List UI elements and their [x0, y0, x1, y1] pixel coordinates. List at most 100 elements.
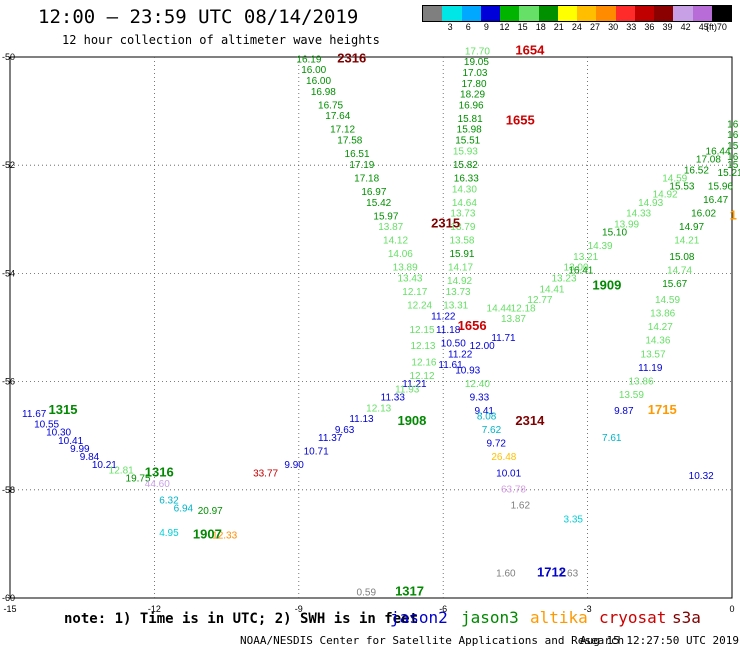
legend-jason2: jason2: [390, 608, 448, 627]
x-tick-label: -15: [3, 604, 16, 614]
wave-height-label: 15.96: [708, 182, 733, 193]
y-tick-label: -52: [2, 160, 15, 170]
wave-height-label: 15.51: [455, 136, 480, 147]
wave-height-label: 12.33: [212, 530, 237, 541]
wave-height-label: 10.41: [58, 436, 83, 447]
wave-height-label: 13.86: [629, 376, 654, 387]
wave-height-label: 11.13: [349, 414, 374, 425]
legend-tick-label: 27: [590, 22, 601, 32]
wave-height-label: 16: [727, 119, 739, 130]
wave-height-label: 9.72: [487, 439, 507, 450]
legend-swatch: [654, 6, 674, 21]
pass-time-marker: 1316: [145, 464, 174, 479]
wave-height-label: 14.36: [645, 336, 670, 347]
wave-height-label: 6.94: [174, 503, 194, 514]
wave-height-label: 8.08: [477, 411, 497, 422]
y-tick-label: -54: [2, 268, 15, 278]
wave-height-label: 0.59: [357, 587, 377, 598]
wave-height-label: 16.98: [311, 87, 336, 98]
legend-tick-label: 3: [447, 22, 453, 32]
wave-height-label: 13.86: [650, 309, 675, 320]
page-title: 12:00 — 23:59 UTC 08/14/2019: [38, 6, 359, 28]
wave-height-label: 14.92: [653, 190, 678, 201]
wave-height-label: 10.55: [34, 420, 59, 431]
pass-time-marker: 1317: [395, 583, 424, 598]
wave-height-label: 13.79: [450, 222, 475, 233]
x-tick-label: -3: [584, 604, 592, 614]
wave-height-label: 15.67: [662, 279, 687, 290]
wave-height-label: 16.02: [691, 209, 716, 220]
x-tick-label: -9: [295, 604, 303, 614]
pass-time-marker: 2315: [431, 215, 460, 230]
legend-swatch: [500, 6, 520, 21]
legend-swatch: [692, 6, 712, 21]
wave-height-label: 13.23: [552, 274, 577, 285]
wave-height-label: 12.16: [411, 357, 436, 368]
legend-swatch: [519, 6, 539, 21]
wave-height-label: 11.21: [402, 379, 427, 390]
wave-height-label: 12.13: [410, 341, 435, 352]
wave-height-label: 13.57: [641, 349, 666, 360]
wave-height-label: 11.71: [491, 333, 516, 344]
wave-height-label: 26.48: [491, 452, 516, 463]
wave-height-label: 14.30: [452, 184, 477, 195]
legend-jason3: jason3: [461, 608, 519, 627]
wave-height-label: 10.01: [496, 468, 521, 479]
wave-height-label: 13.58: [449, 236, 474, 247]
wave-height-label: 19.05: [464, 57, 489, 68]
wave-height-label: 15.82: [453, 160, 478, 171]
wave-height-label: 6.32: [159, 495, 179, 506]
wave-height-label: 10.21: [92, 460, 117, 471]
legend-tick-label: 30: [608, 22, 619, 32]
legend-tick-label: 42: [680, 22, 691, 32]
wave-height-label: 14.74: [667, 265, 692, 276]
wave-height-label: 10.71: [304, 447, 329, 458]
pass-time-marker: 1655: [506, 113, 535, 128]
pass-time-marker: 1715: [648, 402, 677, 417]
wave-height-label: 13.21: [573, 252, 598, 263]
wave-height-label: 16.51: [345, 149, 370, 160]
wave-height-label: 13.87: [378, 222, 403, 233]
wave-height-label: 12.00: [470, 341, 495, 352]
wave-height-label: 3.35: [564, 514, 584, 525]
wave-height-label: 9.87: [614, 406, 634, 417]
wave-height-label: 9.90: [284, 460, 304, 471]
legend-tick-label: 18: [535, 22, 546, 32]
legend-swatch: [673, 6, 693, 21]
legend-tick-label: 21: [553, 22, 564, 32]
wave-height-label: 11.33: [381, 393, 406, 404]
wave-height-label: 11.18: [436, 325, 461, 336]
wave-height-label: 16.00: [301, 65, 326, 76]
wave-height-label: 11.22: [431, 311, 456, 322]
wave-height-label: 1.62: [511, 501, 531, 512]
wave-height-label: 16.19: [296, 54, 321, 65]
wave-height-label: 12.13: [366, 403, 391, 414]
legend-tick-label: 70: [716, 22, 727, 32]
legend-tick-label: 36: [644, 22, 655, 32]
legend-swatch: [538, 6, 558, 21]
wave-height-label: 7.61: [602, 433, 622, 444]
legend-tick-label: 33: [626, 22, 637, 32]
wave-height-label: 15.21: [718, 168, 740, 179]
color-scale-legend: [422, 5, 732, 22]
wave-height-label: 17.70: [465, 46, 490, 57]
legend-unit: (ft): [706, 22, 717, 32]
pass-time-marker: 1908: [397, 413, 426, 428]
wave-height-label: 14.44: [487, 303, 512, 314]
wave-height-label: 9.63: [335, 425, 355, 436]
wave-height-label: 10.32: [689, 471, 714, 482]
wave-height-label: 17.19: [349, 160, 374, 171]
legend-swatch: [423, 6, 443, 21]
y-tick-label: -60: [2, 593, 15, 603]
x-tick-label: -6: [439, 604, 447, 614]
wave-height-label: 15.42: [366, 198, 391, 209]
wave-height-label: 12.18: [511, 303, 536, 314]
legend-swatch: [480, 6, 500, 21]
wave-height-label: 13.89: [393, 263, 418, 274]
wave-height-label: 17.64: [325, 111, 350, 122]
wave-height-label: 15.98: [457, 125, 482, 136]
wave-height-label: 12.12: [410, 371, 435, 382]
wave-height-label: 16.75: [318, 100, 343, 111]
